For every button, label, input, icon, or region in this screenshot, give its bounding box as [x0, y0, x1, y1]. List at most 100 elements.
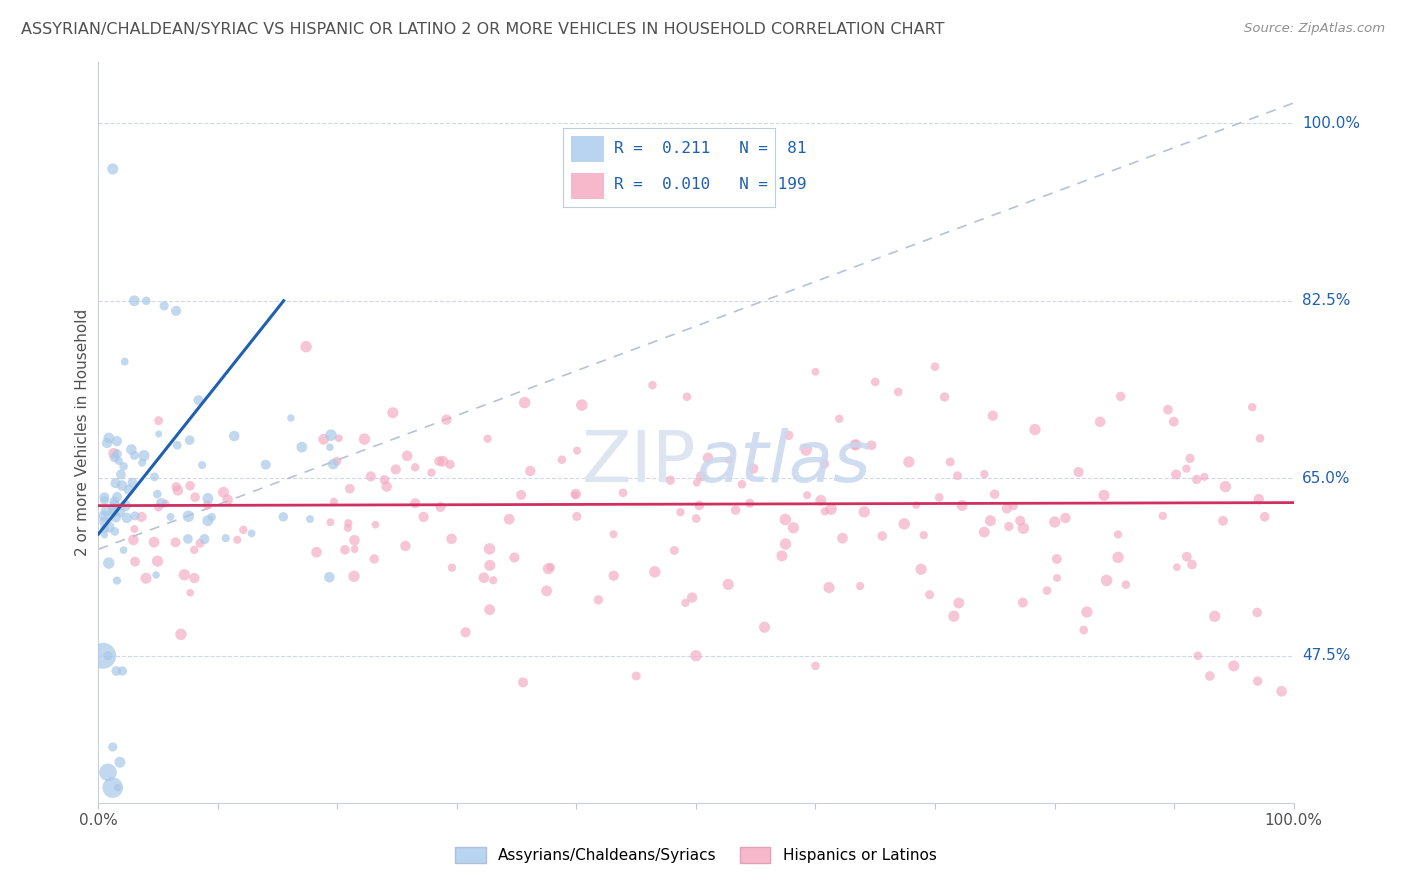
Text: 82.5%: 82.5% [1302, 293, 1350, 309]
Point [478, 558, 501, 573]
Point [775, 537, 797, 551]
Point [519, 464, 541, 478]
Point [170, 627, 193, 641]
Point [111, 664, 134, 678]
Point [897, 455, 920, 469]
Point [93, 528, 115, 542]
Point [173, 567, 195, 582]
Point [440, 560, 463, 574]
Point [1092, 488, 1115, 502]
Point [887, 384, 910, 399]
Point [1187, 648, 1209, 663]
Point [820, 502, 842, 516]
Point [717, 453, 740, 467]
Point [1157, 402, 1180, 417]
Point [364, 517, 387, 532]
Point [818, 581, 841, 595]
Point [93, 490, 115, 504]
Point [143, 470, 166, 484]
Point [305, 545, 328, 559]
Point [177, 532, 200, 546]
Point [363, 552, 385, 566]
Point [828, 412, 851, 426]
Point [103, 450, 125, 465]
Point [860, 438, 883, 452]
Point [146, 554, 169, 568]
Point [328, 431, 350, 445]
Point [179, 586, 201, 600]
Point [1046, 571, 1069, 585]
Point [1199, 669, 1222, 683]
Point [191, 458, 214, 472]
Point [664, 543, 686, 558]
Point [1043, 515, 1066, 529]
Point [166, 483, 188, 498]
Point [135, 571, 157, 585]
Point [983, 487, 1005, 501]
Point [333, 542, 356, 557]
Point [183, 571, 205, 585]
Point [981, 409, 1004, 423]
Point [1215, 480, 1237, 494]
Point [775, 512, 797, 526]
Point [1178, 451, 1201, 466]
Point [1115, 577, 1137, 591]
Point [844, 438, 866, 452]
Point [104, 476, 127, 491]
Point [454, 625, 477, 640]
Point [120, 442, 142, 457]
Point [865, 375, 887, 389]
Point [97, 520, 120, 534]
Text: Source: ZipAtlas.com: Source: ZipAtlas.com [1244, 22, 1385, 36]
Point [537, 562, 560, 576]
Point [1185, 472, 1208, 486]
Point [1246, 606, 1268, 620]
Point [254, 458, 277, 472]
Point [312, 433, 335, 447]
Point [724, 503, 747, 517]
Point [1067, 465, 1090, 479]
Point [849, 579, 872, 593]
Point [97, 431, 120, 445]
Point [295, 340, 318, 354]
Point [240, 526, 263, 541]
Point [135, 293, 157, 308]
Point [690, 469, 713, 483]
Point [124, 522, 146, 536]
Point [478, 603, 501, 617]
Point [108, 454, 131, 468]
Point [179, 479, 201, 493]
Point [973, 525, 995, 540]
Point [1036, 583, 1059, 598]
Point [150, 496, 173, 510]
Point [1107, 550, 1129, 565]
Point [536, 583, 558, 598]
Point [165, 480, 187, 494]
Point [510, 488, 533, 502]
Point [96, 436, 118, 450]
Point [565, 443, 588, 458]
Point [1223, 659, 1246, 673]
Point [353, 432, 375, 446]
Point [1095, 574, 1118, 588]
Point [148, 414, 170, 428]
Text: ZIP: ZIP [582, 428, 696, 497]
Point [685, 511, 707, 525]
Point [224, 429, 246, 443]
Point [159, 510, 181, 524]
Point [482, 574, 505, 588]
Point [360, 469, 382, 483]
Point [950, 499, 973, 513]
Point [1010, 514, 1032, 528]
Point [813, 457, 835, 471]
Point [436, 412, 458, 426]
Point [1249, 431, 1271, 445]
Point [105, 664, 128, 678]
Point [432, 454, 454, 468]
Point [910, 562, 932, 576]
Point [1247, 492, 1270, 507]
Point [319, 515, 342, 529]
Point [1054, 511, 1077, 525]
Point [918, 588, 941, 602]
Text: R =  0.010   N = 199: R = 0.010 N = 199 [614, 177, 807, 192]
